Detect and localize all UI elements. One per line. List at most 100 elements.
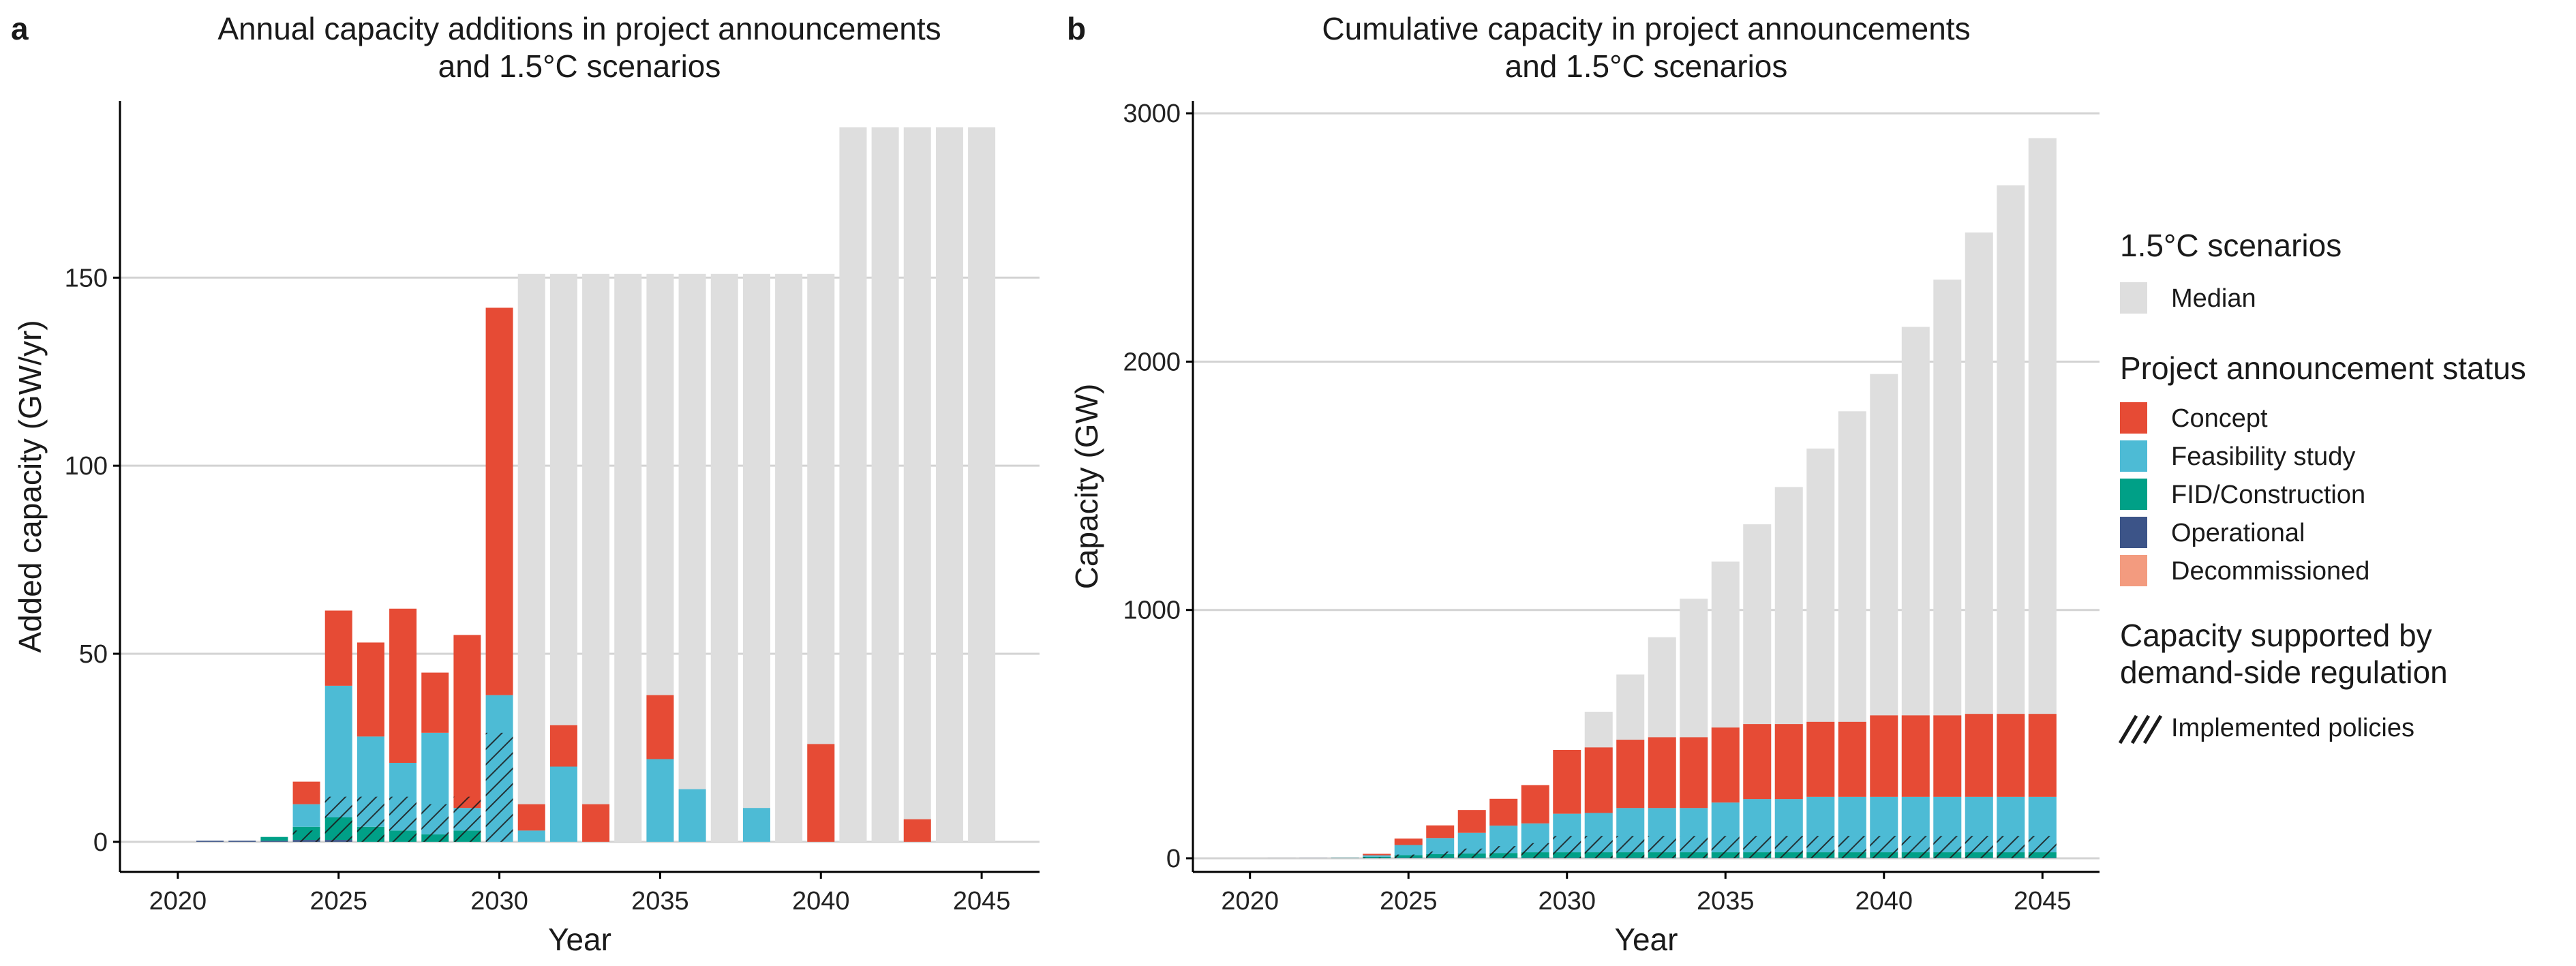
hatch-implemented-2038: [1806, 836, 1835, 858]
bar-concept-2035: [1711, 727, 1740, 803]
bar-concept-2030: [485, 307, 513, 695]
bar-concept-2035: [646, 695, 674, 759]
bar-median-2038: [742, 273, 770, 842]
chart-title: Annual capacity additions in project ann…: [217, 11, 941, 46]
bar-feasibility-study-2025: [1394, 845, 1423, 856]
bar-median-2045: [968, 127, 996, 842]
x-tick-label: 2025: [309, 887, 367, 916]
bar-median-2031: [517, 273, 545, 842]
y-axis-title: Capacity (GW): [1069, 384, 1104, 590]
bar-median-2033: [582, 273, 610, 842]
panel-b-chart: b Cumulative capacity in project announce…: [1067, 11, 2100, 957]
y-tick-label: 50: [79, 640, 108, 669]
legend-title-scenarios: 1.5°C scenarios: [2120, 228, 2342, 263]
hatch-implemented-2036: [1743, 836, 1772, 858]
hatch-stroke: [2118, 714, 2138, 744]
hatch-implemented-2025: [1394, 854, 1423, 858]
legend-label: Feasibility study: [2171, 442, 2355, 471]
bar-concept-2024: [292, 781, 320, 804]
bar-feasibility-study-2038: [742, 808, 770, 842]
bar-concept-2034: [1680, 737, 1708, 809]
hatch-implemented-2027: [1457, 848, 1486, 858]
x-tick-label: 2040: [792, 887, 850, 916]
x-tick-label: 2030: [1538, 887, 1596, 916]
hatch-implemented-2033: [1648, 836, 1676, 858]
legend-label: Concept: [2171, 404, 2268, 433]
bar-fid-construction-2024: [1363, 856, 1391, 858]
bar-concept-2033: [582, 804, 610, 842]
bar-concept-2043: [903, 819, 931, 842]
hatch-stroke: [2142, 714, 2163, 744]
legend-key-feasibility-study: [2120, 440, 2147, 472]
panel-letter: b: [1067, 11, 1086, 46]
x-axis-title: Year: [1615, 922, 1678, 957]
bar-concept-2025: [1394, 839, 1423, 845]
hatch-implemented-2028: [421, 804, 449, 842]
bar-concept-2042: [1933, 715, 1962, 797]
hatch-implemented-2044: [1997, 836, 2025, 858]
bar-concept-2044: [1997, 714, 2025, 797]
x-tick-label: 2045: [953, 887, 1011, 916]
y-tick-label: 2000: [1123, 348, 1181, 376]
x-tick-label: 2025: [1380, 887, 1438, 916]
bar-median-2042: [871, 127, 899, 842]
bar-feasibility-study-2026: [1426, 838, 1455, 854]
chart-title: and 1.5°C scenarios: [1505, 48, 1788, 84]
hatch-implemented-2042: [1933, 836, 1962, 858]
bar-concept-2027: [1457, 810, 1486, 833]
bar-feasibility-study-2031: [517, 830, 545, 842]
hatch-implemented-2029: [453, 796, 481, 842]
bar-feasibility-study-2024: [292, 804, 320, 827]
bar-concept-2039: [1838, 721, 1866, 797]
legend-key-implemented-policies: [2118, 714, 2163, 744]
hatch-stroke: [2130, 714, 2151, 744]
bar-feasibility-study-2032: [549, 766, 577, 842]
hatch-implemented-2032: [1616, 836, 1645, 858]
y-tick-label: 100: [65, 452, 108, 481]
hatch-implemented-2035: [1711, 836, 1740, 858]
chart-title: Cumulative capacity in project announcem…: [1322, 11, 1970, 46]
hatch-implemented-2039: [1838, 836, 1866, 858]
y-tick-label: 0: [93, 828, 108, 857]
legend-title-policy: Capacity supported by: [2120, 618, 2432, 653]
bar-feasibility-study-2035: [646, 759, 674, 842]
bar-median-2034: [614, 273, 642, 842]
bar-feasibility-study-2036: [678, 789, 706, 842]
bar-concept-2038: [1806, 721, 1835, 797]
x-axis-title: Year: [548, 922, 611, 957]
y-tick-label: 1000: [1123, 597, 1181, 625]
bar-median-2044: [935, 127, 963, 842]
x-tick-label: 2040: [1855, 887, 1913, 916]
bar-concept-2026: [1426, 825, 1455, 839]
bar-concept-2036: [1743, 724, 1772, 800]
bar-median-2041: [839, 127, 867, 842]
hatch-implemented-2040: [1870, 836, 1898, 858]
hatch-implemented-2031: [1584, 836, 1613, 858]
legend-label: Decommissioned: [2171, 557, 2369, 586]
legend-title-policy: demand-side regulation: [2120, 654, 2448, 690]
bar-concept-2040: [807, 744, 835, 842]
legend-label: Operational: [2171, 519, 2305, 547]
x-tick-label: 2020: [149, 887, 207, 916]
hatch-implemented-2028: [1489, 846, 1518, 858]
bar-median-2043: [903, 127, 931, 842]
y-axis-title: Added capacity (GW/yr): [12, 320, 48, 652]
bar-median-2036: [678, 273, 706, 842]
legend-key-operational: [2120, 517, 2147, 548]
bar-concept-2028: [421, 672, 449, 733]
legend: 1.5°C scenarios Median Project announcemen…: [2118, 228, 2526, 744]
bar-concept-2033: [1648, 737, 1676, 809]
bar-concept-2027: [389, 608, 417, 764]
hatch-implemented-2037: [1774, 836, 1803, 858]
y-tick-label: 150: [65, 264, 108, 292]
x-tick-label: 2035: [631, 887, 689, 916]
legend-key-decommissioned: [2120, 555, 2147, 586]
bar-concept-2031: [517, 804, 545, 831]
hatch-implemented-2030: [485, 732, 513, 842]
legend-label: Implemented policies: [2171, 714, 2414, 742]
bar-median-2037: [710, 273, 738, 842]
hatch-implemented-2041: [1901, 836, 1930, 858]
bar-fid-construction-2023: [260, 836, 288, 841]
bar-feasibility-study-2024: [1363, 855, 1391, 857]
